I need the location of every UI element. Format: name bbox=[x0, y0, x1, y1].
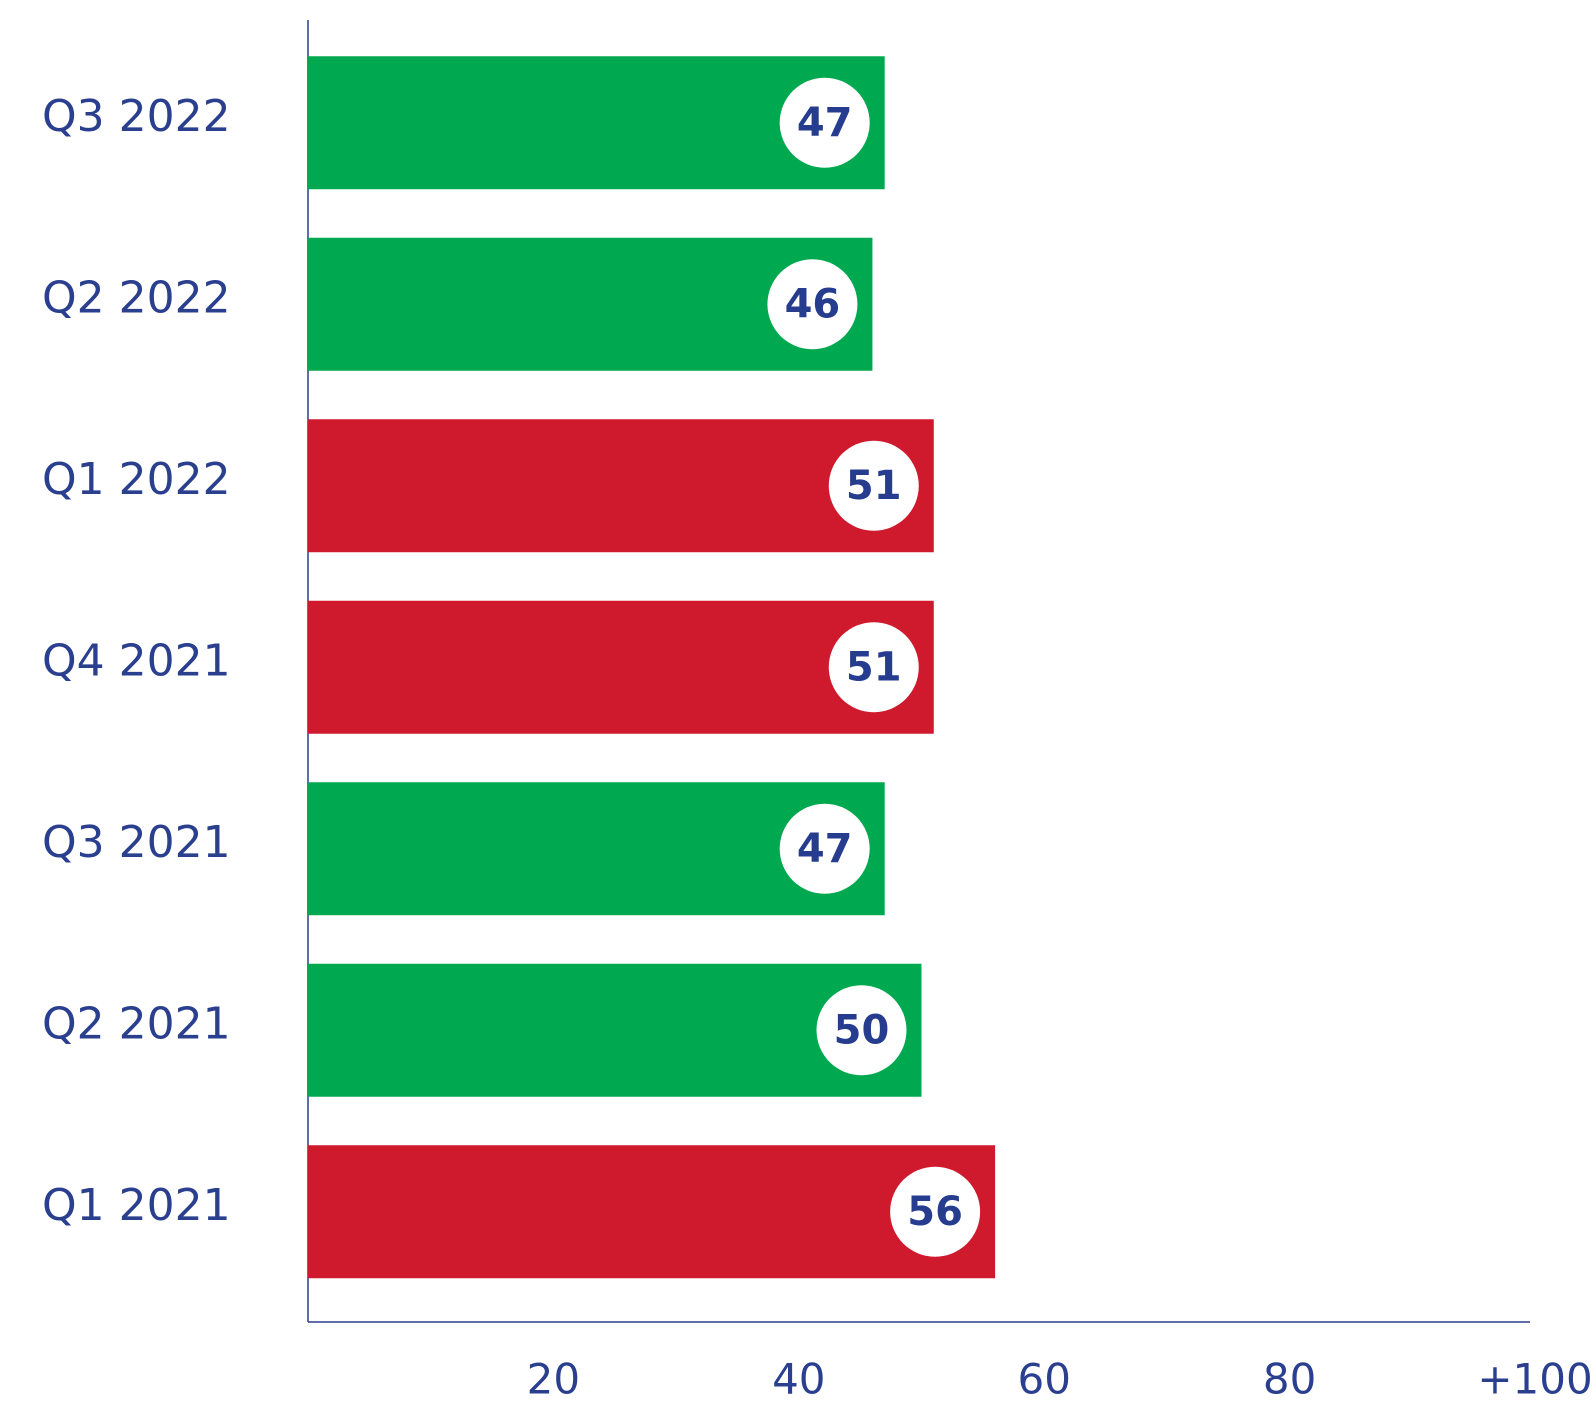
y-tick-label: Q3 2022 bbox=[42, 91, 231, 142]
y-tick-label: Q1 2021 bbox=[42, 1180, 231, 1231]
value-label: 47 bbox=[797, 826, 853, 872]
y-tick-label: Q1 2022 bbox=[42, 454, 231, 505]
y-tick-label: Q2 2021 bbox=[42, 998, 231, 1049]
value-badge bbox=[767, 259, 858, 350]
x-tick-label: +100 bbox=[1477, 1355, 1592, 1404]
value-badge bbox=[816, 985, 907, 1076]
value-label: 51 bbox=[846, 463, 902, 509]
x-tick-label: 20 bbox=[527, 1355, 580, 1404]
value-badge bbox=[828, 622, 919, 713]
value-label: 47 bbox=[797, 100, 853, 146]
y-tick-label: Q2 2022 bbox=[42, 272, 231, 323]
value-badge bbox=[779, 803, 870, 894]
x-tick-label: 80 bbox=[1263, 1355, 1316, 1404]
value-badge bbox=[828, 440, 919, 531]
value-label: 56 bbox=[907, 1189, 963, 1235]
y-tick-label: Q4 2021 bbox=[42, 635, 231, 686]
value-label: 51 bbox=[846, 644, 902, 690]
y-tick-label: Q3 2021 bbox=[42, 817, 231, 868]
bar bbox=[308, 1145, 996, 1279]
value-badge bbox=[779, 77, 870, 168]
value-label: 50 bbox=[834, 1007, 890, 1053]
value-badge bbox=[890, 1166, 981, 1257]
x-tick-label: 40 bbox=[772, 1355, 825, 1404]
x-tick-label: 60 bbox=[1017, 1355, 1070, 1404]
value-label: 46 bbox=[785, 281, 841, 327]
